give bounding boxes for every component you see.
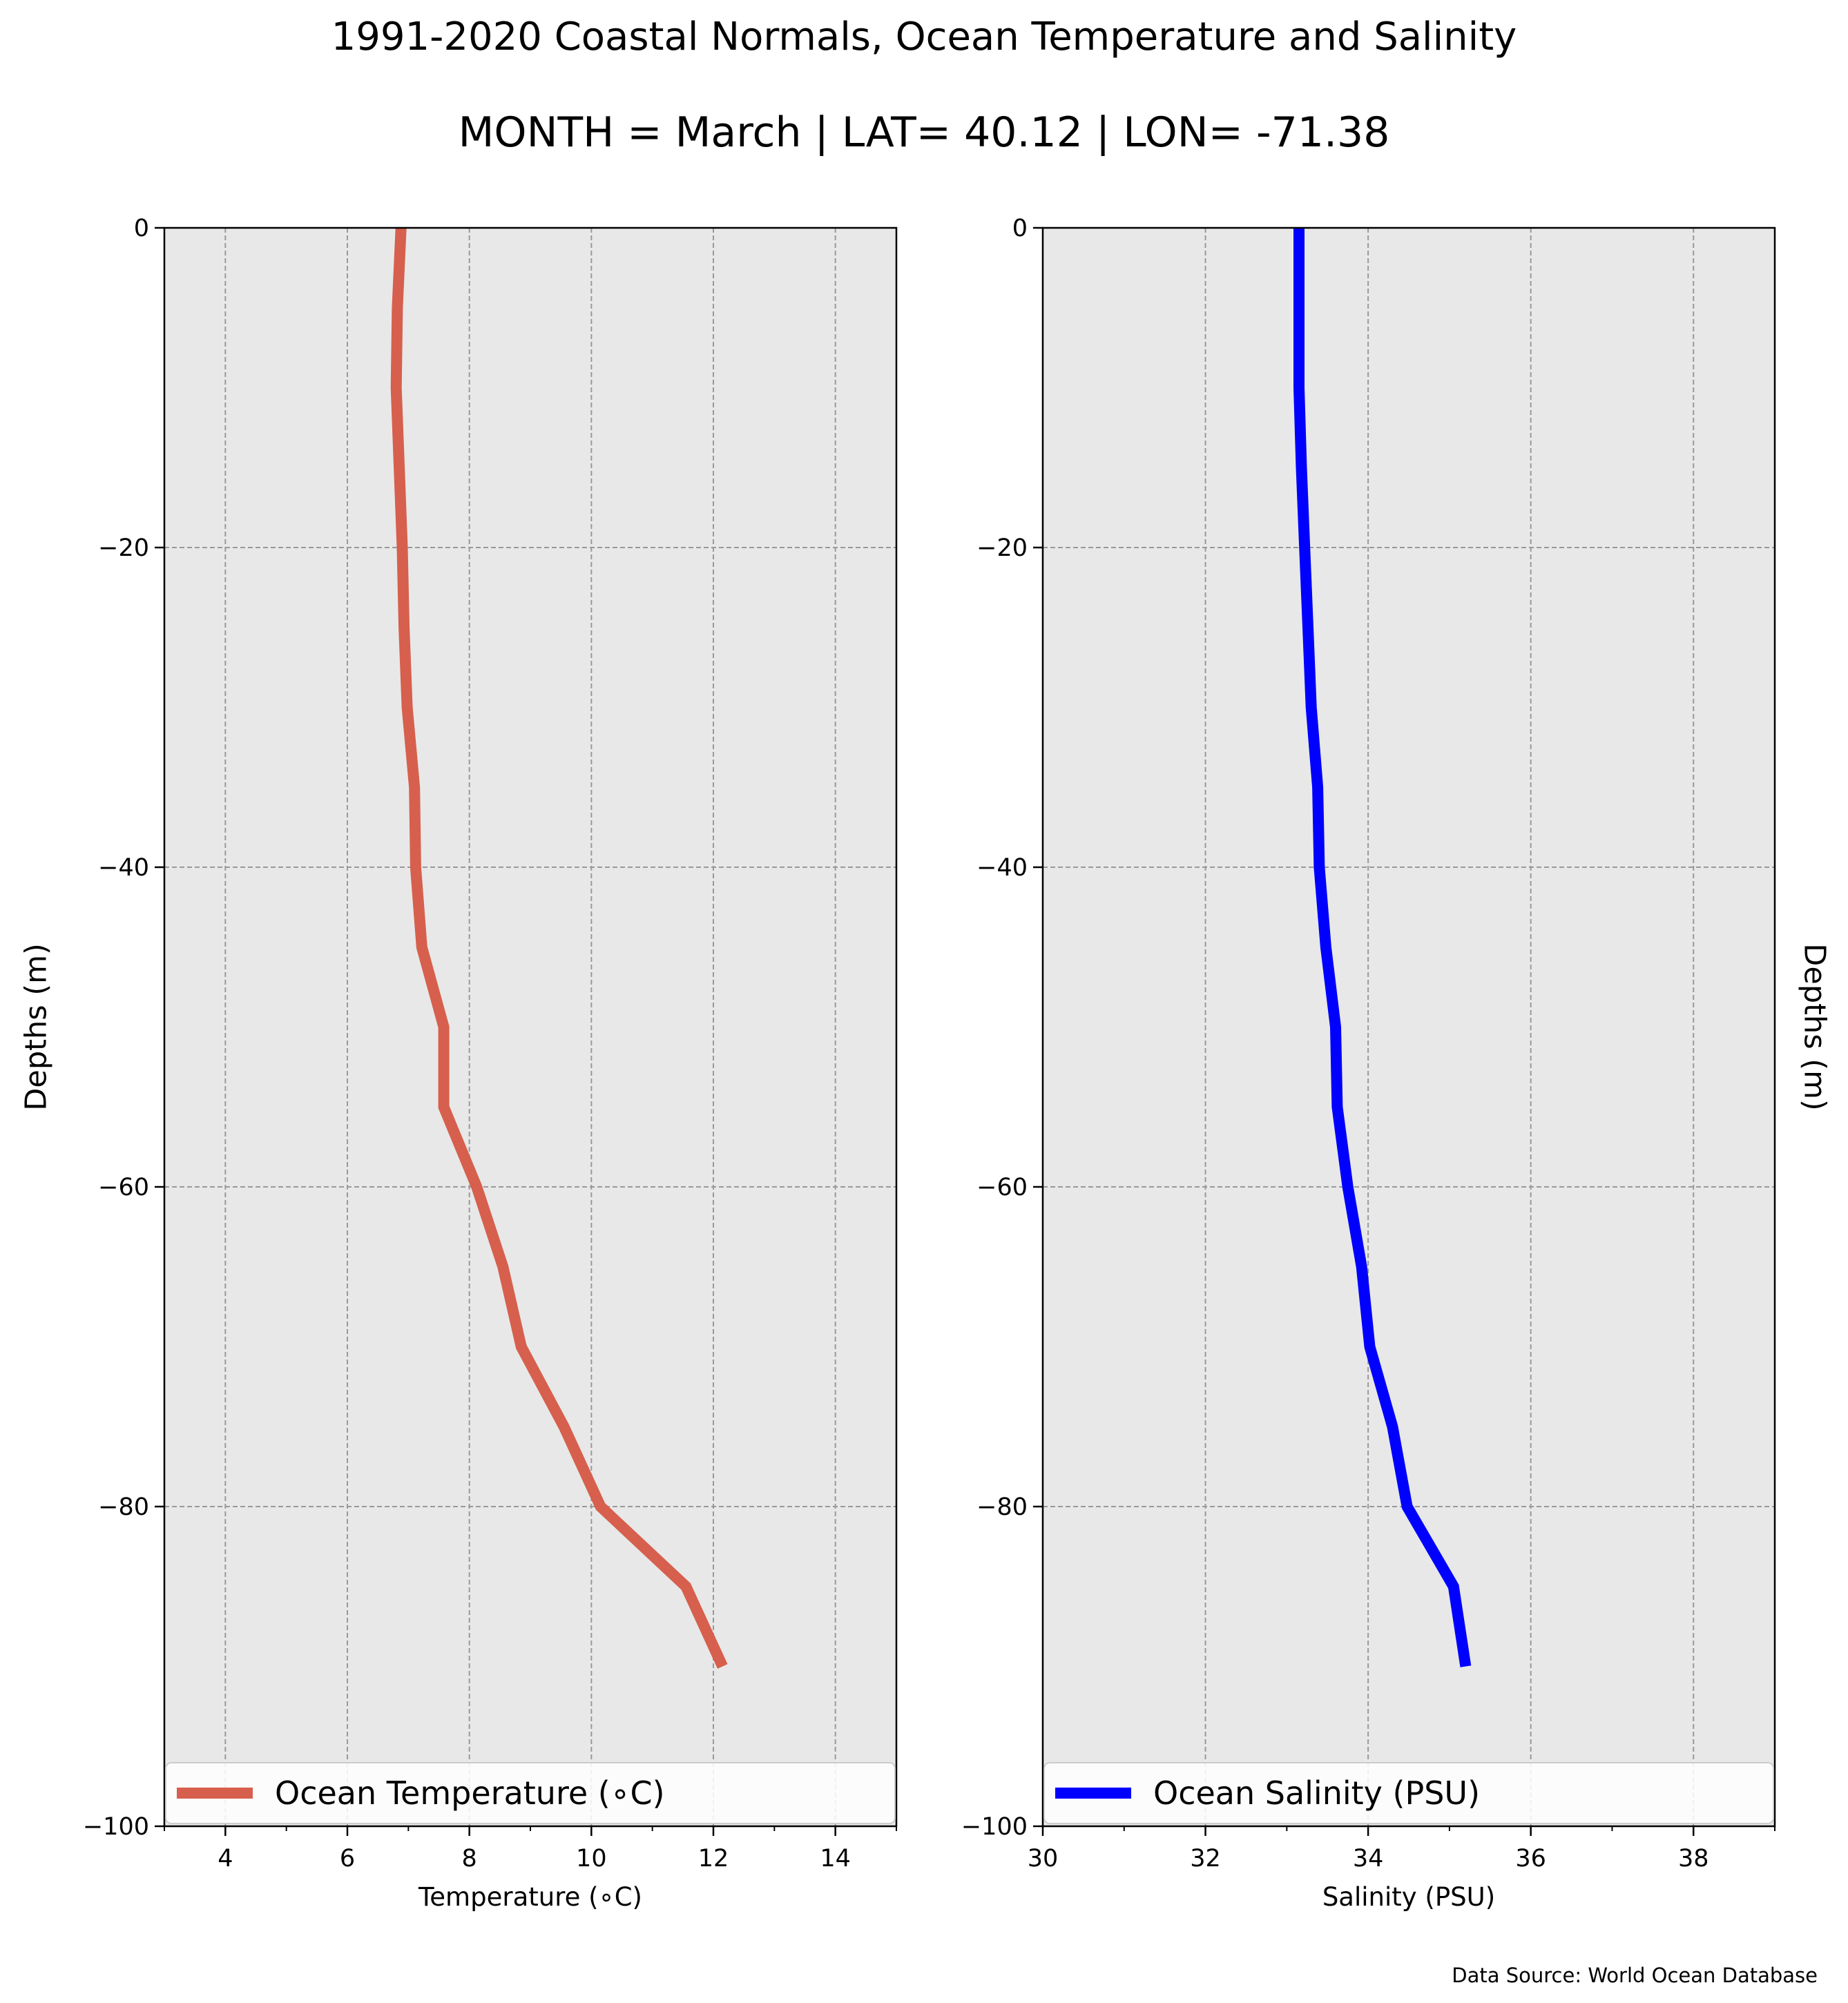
salinity-series-line: [1293, 228, 1472, 1667]
temperature-y-tick-label: −80: [98, 1493, 149, 1521]
salinity-x-axis-label: Salinity (PSU): [1322, 1882, 1495, 1912]
salinity-y-axis-label: Depths (m): [1798, 943, 1832, 1110]
temperature-x-tick-label: 10: [576, 1845, 607, 1873]
temperature-legend-box: [165, 1762, 896, 1824]
salinity-legend-label: Ocean Salinity (PSU): [1153, 1774, 1480, 1812]
temperature-legend: Ocean Temperature (∘C): [165, 1762, 896, 1824]
salinity-axes-frame: [1041, 226, 1776, 1828]
temperature-panel: 4 6 8 10 12 14 0 −20 −40 −60 −80 −100 Temperature (∘…: [19, 215, 898, 1912]
chart-subtitle: MONTH = March | LAT= 40.12 | LON= -71.38: [459, 108, 1390, 157]
temperature-y-axis-label: Depths (m): [19, 943, 54, 1110]
temperature-x-axis-label: Temperature (∘C): [418, 1882, 642, 1912]
salinity-x-tick-label: 34: [1353, 1845, 1384, 1873]
data-source-note: Data Source: World Ocean Database: [1452, 1964, 1818, 1987]
temperature-y-tick-label: −100: [83, 1813, 149, 1841]
salinity-y-tick-label: −40: [976, 854, 1028, 882]
salinity-x-tick-label: 30: [1028, 1845, 1059, 1873]
salinity-x-tick-label: 38: [1678, 1845, 1709, 1873]
temperature-x-tick-label: 8: [462, 1845, 477, 1873]
salinity-y-tick-label: 0: [1012, 215, 1028, 242]
temperature-series-line: [390, 227, 728, 1669]
salinity-x-tick-label: 32: [1190, 1845, 1221, 1873]
salinity-y-tick-label: −100: [961, 1813, 1028, 1841]
temperature-x-tick-label: 6: [340, 1845, 355, 1873]
chart-title: 1991-2020 Coastal Normals, Ocean Tempera…: [331, 14, 1517, 59]
temperature-y-tick-label: −60: [98, 1174, 149, 1201]
salinity-legend: Ocean Salinity (PSU): [1043, 1762, 1774, 1824]
temperature-x-tick-label: 4: [218, 1845, 233, 1873]
temperature-y-tick-label: −40: [98, 854, 149, 882]
salinity-legend-box: [1043, 1762, 1774, 1824]
salinity-y-tick-label: −20: [976, 534, 1028, 562]
temperature-y-tick-label: 0: [134, 215, 149, 242]
salinity-plot-area: [1043, 228, 1775, 1826]
temperature-x-tick-label: 14: [820, 1845, 851, 1873]
temperature-x-tick-label: 12: [698, 1845, 729, 1873]
temperature-y-tick-label: −20: [98, 534, 149, 562]
salinity-panel: 30 32 34 36 38 0 −20 −40 −60 −80 −100 Salinity (PSU…: [961, 215, 1832, 1912]
salinity-x-tick-label: 36: [1515, 1845, 1546, 1873]
temperature-legend-label: Ocean Temperature (∘C): [275, 1774, 665, 1812]
salinity-y-tick-label: −60: [976, 1174, 1028, 1201]
temperature-plot-area: [164, 228, 896, 1826]
salinity-y-tick-label: −80: [976, 1493, 1028, 1521]
